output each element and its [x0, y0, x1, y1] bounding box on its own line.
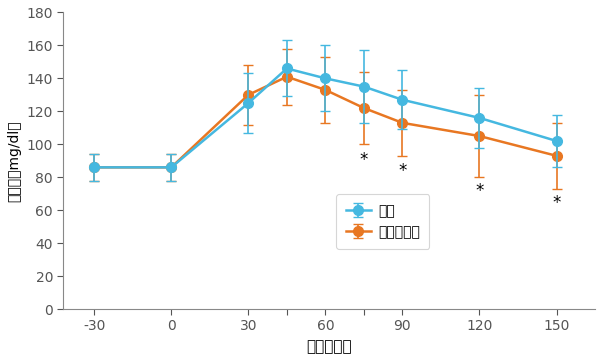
Text: *: * — [476, 182, 483, 200]
Y-axis label: 血糖値（mg/dl）: 血糖値（mg/dl） — [7, 120, 21, 201]
X-axis label: 時間（分）: 時間（分） — [306, 339, 352, 354]
Text: *: * — [360, 151, 368, 169]
Text: *: * — [399, 162, 406, 180]
Legend: 白湯, かつおだし: 白湯, かつおだし — [336, 194, 429, 249]
Text: *: * — [553, 194, 560, 212]
